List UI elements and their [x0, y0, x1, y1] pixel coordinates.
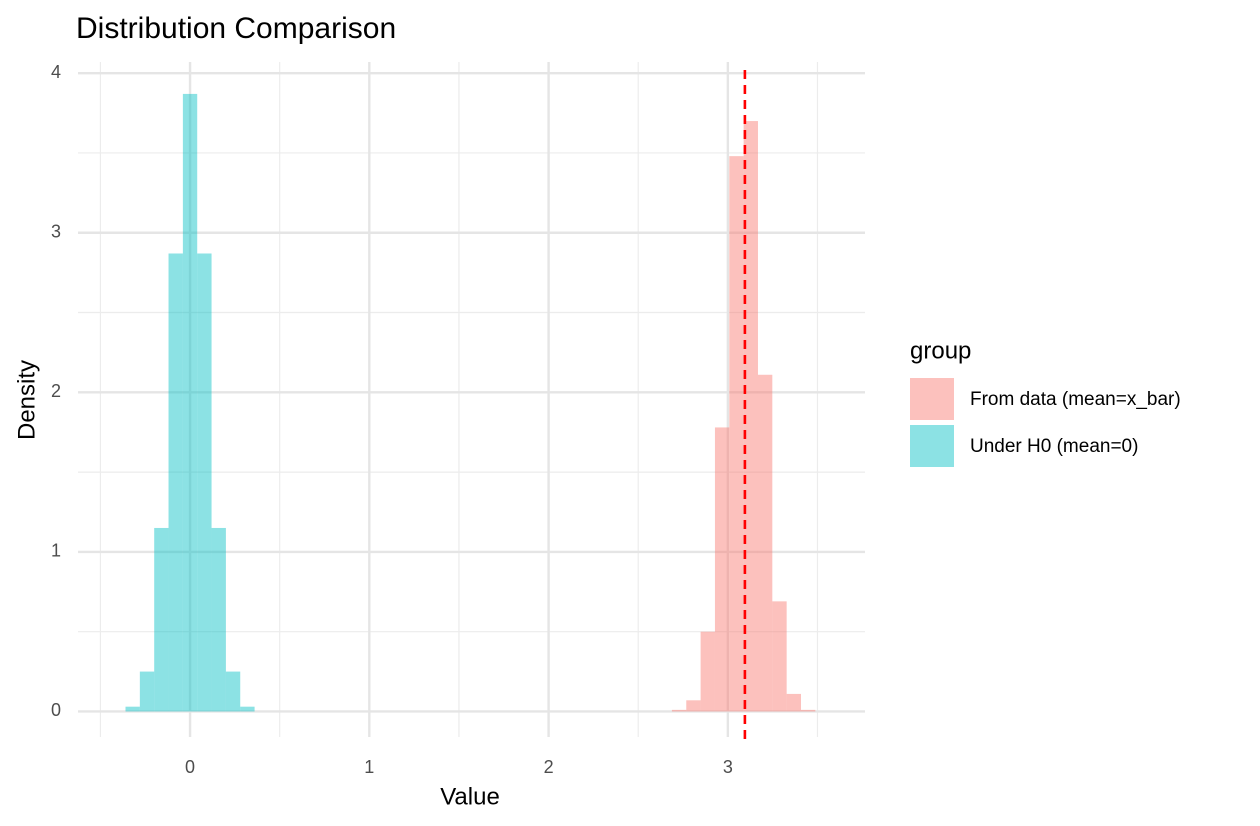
legend-label: From data (mean=x_bar)	[970, 389, 1181, 410]
histogram-bar	[729, 156, 744, 712]
histogram-bar	[168, 253, 183, 712]
histogram-bar	[154, 527, 169, 712]
x-tick-label: 1	[364, 757, 374, 777]
histogram-bar	[671, 709, 687, 712]
histogram-bar	[197, 253, 212, 712]
legend-label: Under H0 (mean=0)	[970, 436, 1138, 457]
x-axis-label: Value	[440, 783, 500, 810]
y-tick-label: 2	[51, 381, 61, 401]
histogram-bar	[139, 671, 155, 712]
histogram-bar	[182, 93, 198, 712]
legend-title: group	[910, 337, 971, 364]
x-tick-label: 2	[544, 757, 554, 777]
chart-title: Distribution Comparison	[76, 12, 396, 45]
histogram-bar	[240, 706, 255, 712]
legend-key	[910, 378, 954, 420]
histogram-bar	[757, 374, 773, 712]
histogram-bar	[786, 693, 802, 712]
y-tick-label: 4	[51, 62, 61, 82]
histogram-bar	[125, 706, 140, 712]
y-tick-label: 1	[51, 541, 61, 561]
histogram-bar	[772, 601, 787, 712]
histogram-bar	[743, 121, 758, 712]
y-axis-label: Density	[13, 360, 40, 440]
legend-key	[910, 425, 954, 467]
histogram-bar	[801, 709, 816, 712]
histogram-bar	[700, 631, 715, 712]
histogram-bar	[714, 427, 730, 712]
x-tick-label: 3	[723, 757, 733, 777]
histogram-bar	[211, 527, 226, 712]
histogram-bar	[686, 700, 701, 712]
x-tick-label: 0	[185, 757, 195, 777]
histogram-bar	[225, 671, 241, 712]
y-tick-label: 3	[51, 221, 61, 241]
y-tick-label: 0	[51, 700, 61, 720]
